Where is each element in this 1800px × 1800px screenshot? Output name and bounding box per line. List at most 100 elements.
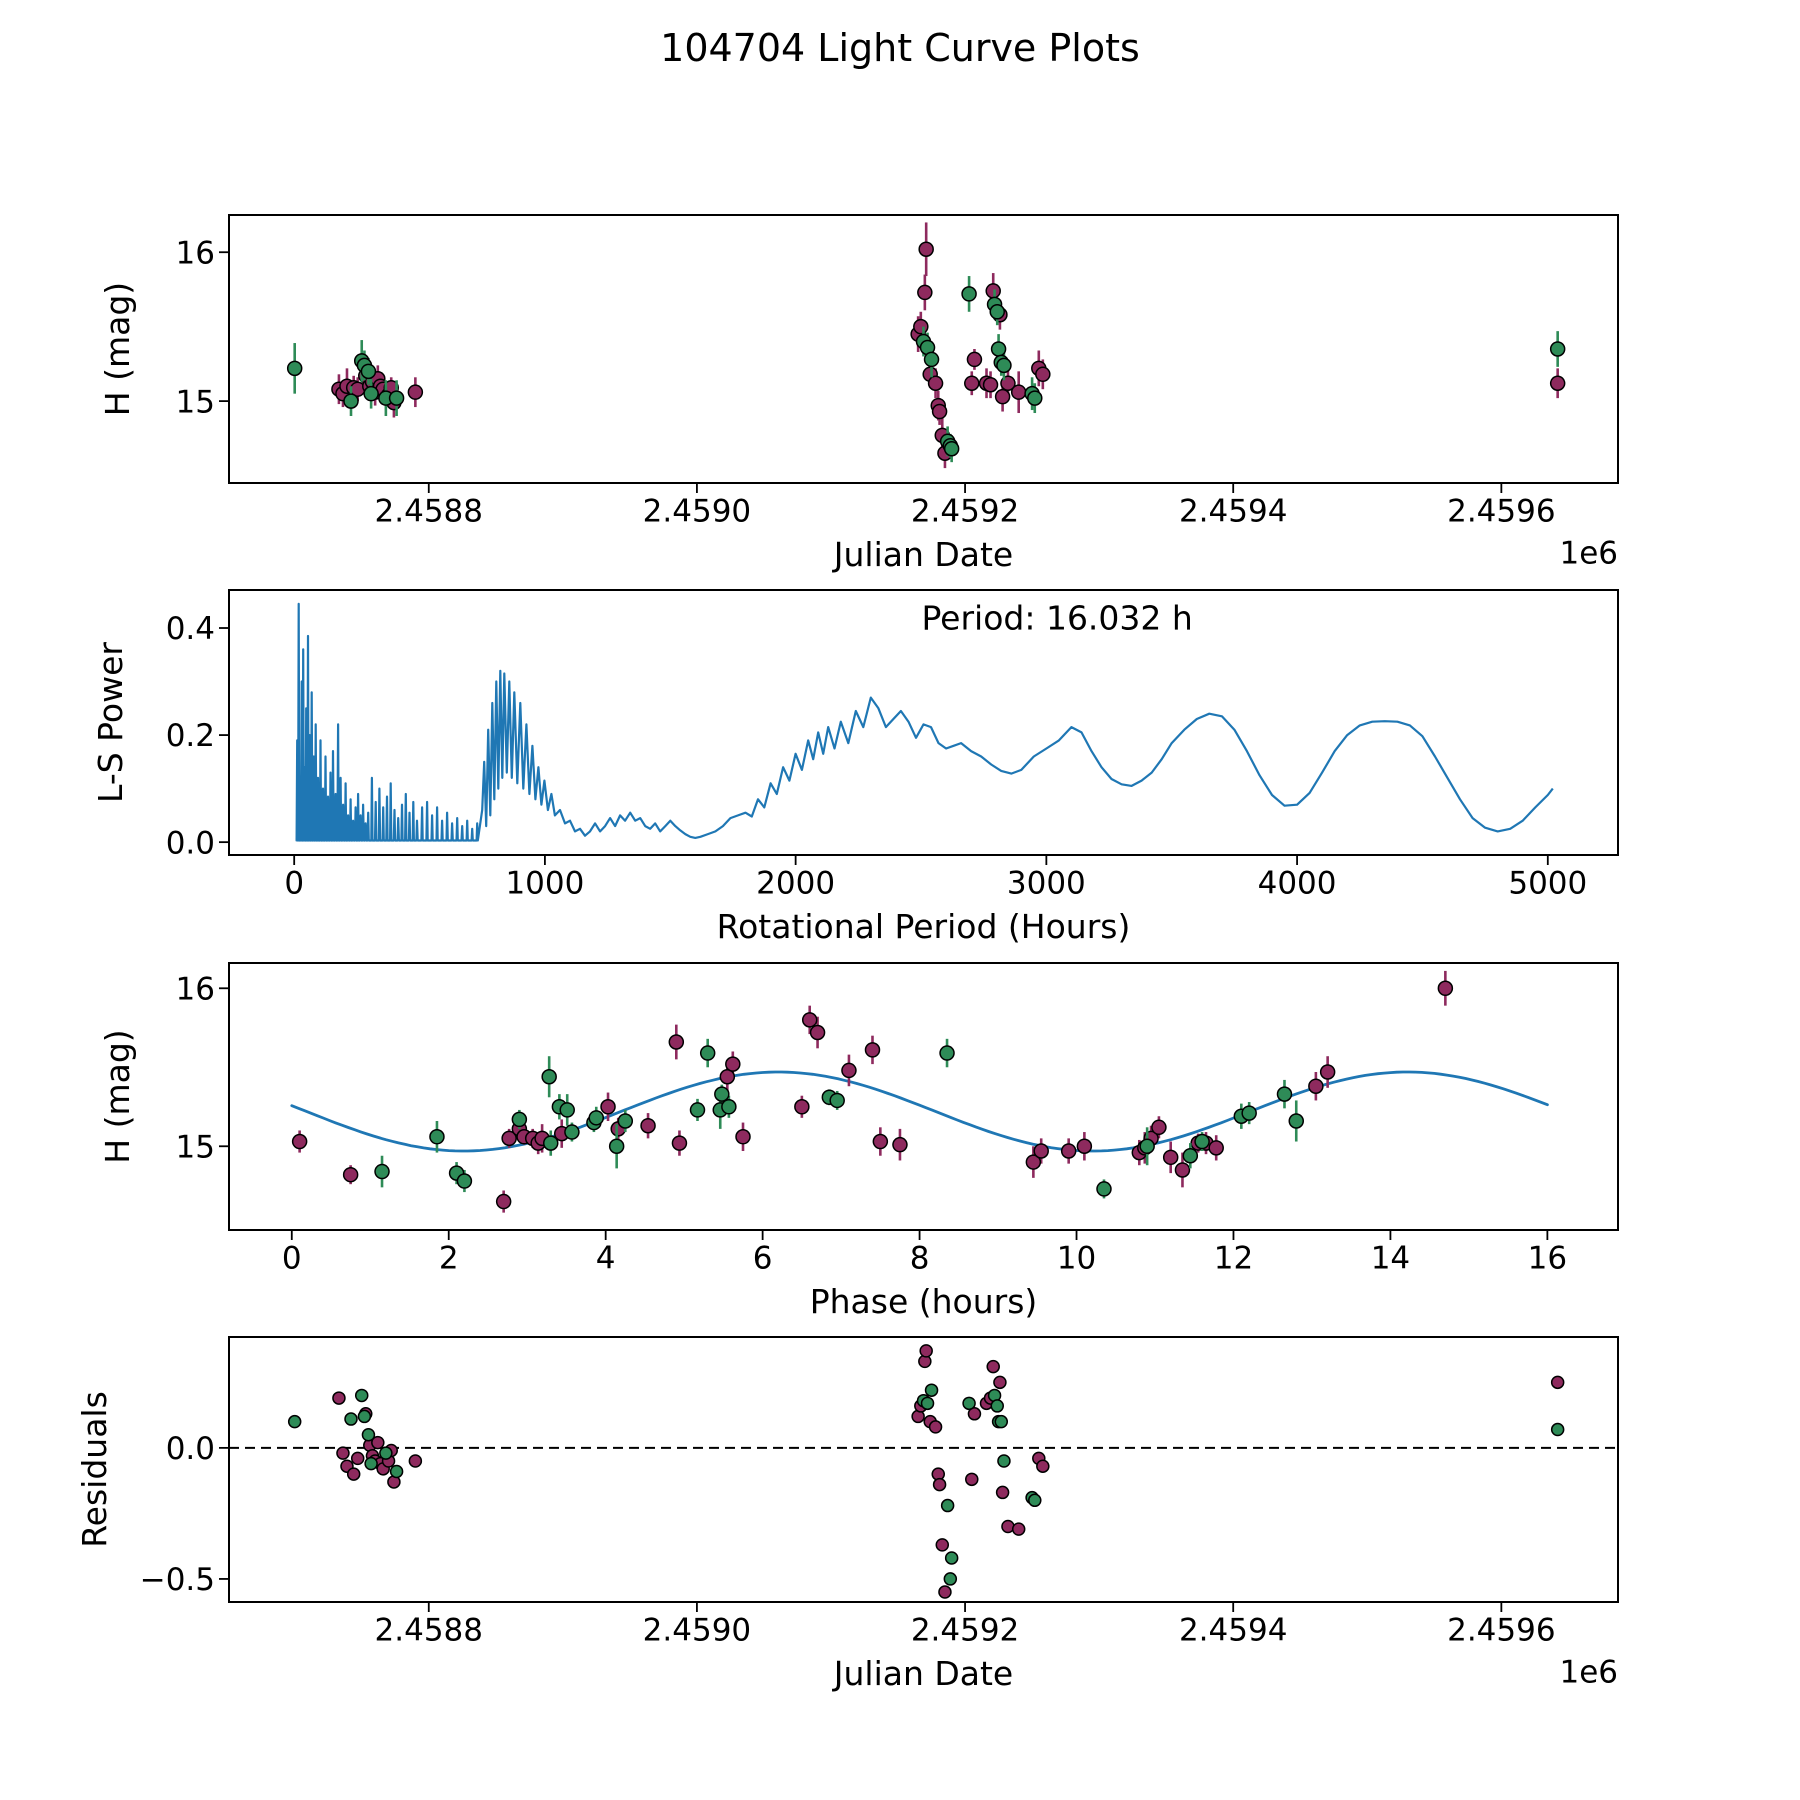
data-point — [932, 1477, 947, 1492]
data-point — [1319, 1064, 1336, 1080]
jd-lightcurve-series-1 — [331, 222, 1566, 469]
data-point — [354, 1388, 369, 1403]
data-point — [943, 441, 960, 457]
data-point — [809, 1024, 826, 1041]
data-point — [1182, 1147, 1199, 1164]
data-point — [872, 1133, 889, 1150]
data-point — [996, 357, 1012, 374]
data-point — [967, 1407, 982, 1421]
data-point — [332, 1391, 346, 1405]
panel-periodogram: 0 1000 2000 3000 4000 5000 0.0 0.2 0.4 Rotational… — [91, 589, 1619, 946]
data-point — [608, 1138, 625, 1155]
data-point — [864, 1042, 881, 1058]
x-tick-label: 2.4588 — [375, 493, 483, 529]
data-point — [1033, 1143, 1049, 1159]
x-tick-label: 2 — [439, 1240, 459, 1276]
data-point — [1276, 1086, 1293, 1102]
data-point — [699, 1045, 716, 1061]
y-tick-label: 15 — [176, 1129, 215, 1165]
data-point — [920, 1396, 935, 1411]
data-point — [913, 318, 929, 335]
data-point — [1076, 1138, 1093, 1155]
data-point — [1174, 1162, 1191, 1178]
x-tick-label: 2000 — [756, 865, 835, 901]
axes-frame — [228, 1336, 1619, 1603]
data-point — [993, 1375, 1007, 1390]
data-point — [989, 304, 1005, 320]
data-point — [541, 1069, 557, 1085]
x-tick-label: 2.4590 — [643, 1612, 751, 1648]
data-point — [943, 1572, 958, 1586]
data-point — [291, 1133, 308, 1150]
data-point — [640, 1117, 656, 1134]
x-axis-offset-label: 1e6 — [1559, 535, 1618, 571]
y-tick-label: 16 — [176, 235, 215, 271]
x-tick-label: 4 — [596, 1240, 616, 1276]
data-point — [689, 1102, 706, 1118]
phase-curve-series-2 — [374, 1038, 1305, 1199]
data-point — [542, 1135, 559, 1151]
data-point — [342, 1166, 359, 1183]
data-point — [725, 1056, 741, 1072]
data-point — [721, 1099, 737, 1115]
data-point — [990, 1399, 1004, 1413]
data-point — [966, 351, 983, 368]
data-point — [495, 1193, 512, 1210]
data-point — [1241, 1105, 1257, 1121]
x-tick-label: 0 — [284, 865, 304, 901]
data-point — [360, 363, 377, 380]
x-tick-label: 0 — [282, 1240, 302, 1276]
data-point — [1025, 1154, 1042, 1170]
data-point — [429, 1129, 445, 1145]
data-point — [501, 1130, 517, 1147]
data-point — [287, 1414, 302, 1429]
data-point — [1549, 375, 1566, 391]
figure-title: 104704 Light Curve Plots — [660, 26, 1140, 70]
data-point — [407, 384, 424, 400]
data-point — [363, 385, 379, 402]
x-tick-label: 2.4592 — [911, 493, 1019, 529]
data-point — [1550, 1422, 1565, 1437]
x-tick-label: 4000 — [1258, 865, 1337, 901]
data-point — [985, 283, 1001, 299]
data-point — [938, 1585, 952, 1599]
data-point — [1036, 1459, 1050, 1473]
data-point — [990, 341, 1007, 357]
x-tick-label: 10 — [1057, 1240, 1096, 1276]
y-tick-label: 0.0 — [166, 1431, 215, 1467]
data-point — [344, 1412, 358, 1426]
residuals-series-1 — [332, 1344, 1565, 1599]
data-point — [1208, 1140, 1224, 1156]
plot-area-jd-lightcurve — [286, 222, 1566, 469]
data-point — [918, 241, 934, 257]
x-tick-label: 16 — [1528, 1240, 1567, 1276]
x-axis-label-periodogram: Rotational Period (Hours) — [717, 907, 1131, 946]
data-point — [1550, 1375, 1565, 1390]
period-annotation: Period: 16.032 h — [921, 599, 1192, 638]
x-axis-offset-label: 1e6 — [1559, 1654, 1618, 1690]
data-point — [917, 284, 933, 301]
plot-area-periodogram — [295, 602, 1554, 842]
data-point — [1010, 384, 1027, 400]
x-tick-label: 2.4592 — [911, 1612, 1019, 1648]
periodogram-line — [295, 602, 1554, 842]
x-tick-label: 14 — [1371, 1240, 1410, 1276]
data-point — [588, 1110, 605, 1126]
data-point — [456, 1173, 473, 1189]
data-point — [361, 1428, 376, 1442]
data-point — [388, 390, 405, 406]
data-point — [371, 1435, 385, 1450]
data-point — [801, 1012, 818, 1028]
data-point — [374, 1163, 390, 1180]
data-point — [364, 1456, 378, 1471]
data-point — [1139, 1138, 1155, 1155]
panel-phase-curve: 0 2 4 6 8 10 12 14 16 15 16 Phase (hours) H (mag) — [98, 962, 1619, 1321]
data-point — [719, 1069, 736, 1085]
data-point — [564, 1124, 580, 1140]
data-point — [714, 1086, 730, 1102]
data-point — [379, 1446, 393, 1460]
x-axis-label-phase-curve: Phase (hours) — [810, 1282, 1038, 1321]
x-tick-label: 2.4588 — [375, 1612, 483, 1648]
data-point — [923, 351, 940, 368]
